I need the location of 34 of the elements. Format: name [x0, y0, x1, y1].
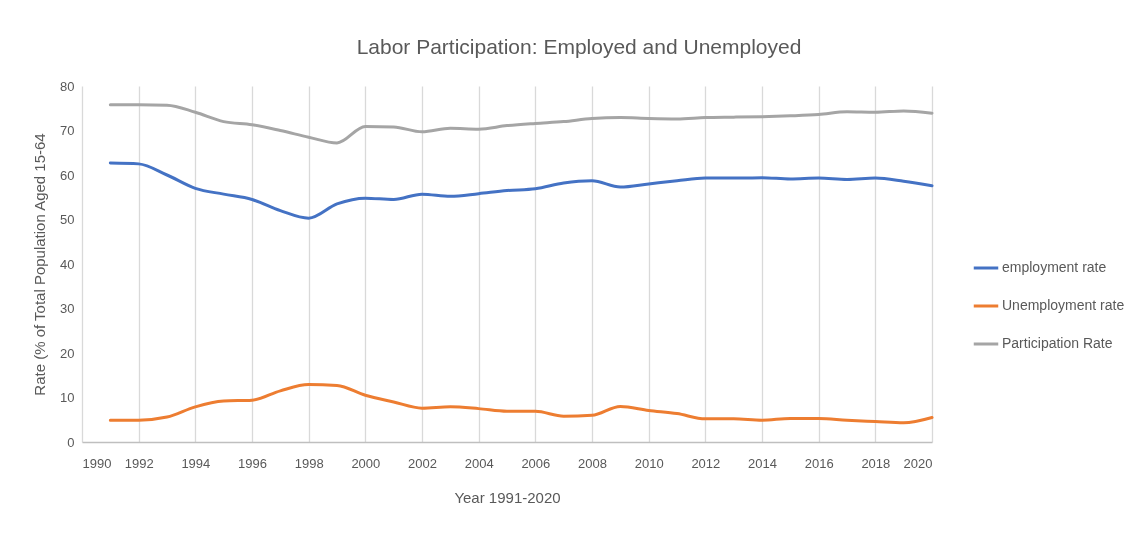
x-tick-label: 2012: [691, 455, 721, 471]
y-tick-label: 30: [60, 301, 75, 316]
line-series: [108, 161, 934, 220]
x-tick-label: 2020: [903, 455, 933, 471]
x-tick-label: 1998: [294, 455, 324, 471]
x-tick-label: 1990: [82, 455, 112, 471]
x-tick-label: 1992: [124, 455, 154, 471]
x-tick-label: 1994: [181, 455, 211, 471]
y-tick-label: 10: [60, 390, 75, 405]
y-tick-label: 60: [60, 167, 75, 183]
y-tick-label: 20: [60, 345, 75, 361]
x-tick-label: 1996: [238, 455, 267, 471]
x-tick-label: 2018: [861, 455, 891, 471]
y-tick-label: 50: [60, 212, 75, 227]
legend-label: Unemployment rate: [1002, 297, 1125, 313]
y-tick-label: 0: [67, 434, 75, 450]
x-tick-label: 2010: [634, 455, 664, 471]
legend-label: employment rate: [1002, 259, 1107, 275]
line-series: [108, 103, 934, 145]
x-axis-title: Year 1991-2020: [454, 488, 561, 506]
y-tick-label: 70: [60, 123, 75, 138]
y-tick-label: 40: [60, 256, 75, 272]
x-tick-label: 2002: [408, 455, 437, 471]
x-tick-label: 2016: [804, 455, 834, 471]
x-tick-label: 2000: [351, 455, 381, 471]
x-tick-label: 2014: [748, 455, 777, 471]
x-tick-label: 2006: [521, 455, 551, 471]
y-tick-label: 80: [60, 78, 75, 94]
legend-label: Participation Rate: [1002, 335, 1113, 351]
x-tick-label: 2004: [464, 455, 494, 471]
y-axis-title: Rate (% of Total Population Aged 15-64: [31, 133, 49, 396]
chart-title: Labor Participation: Employed and Unemployed: [356, 35, 802, 58]
x-tick-label: 2008: [578, 455, 607, 471]
line-series: [108, 383, 934, 425]
